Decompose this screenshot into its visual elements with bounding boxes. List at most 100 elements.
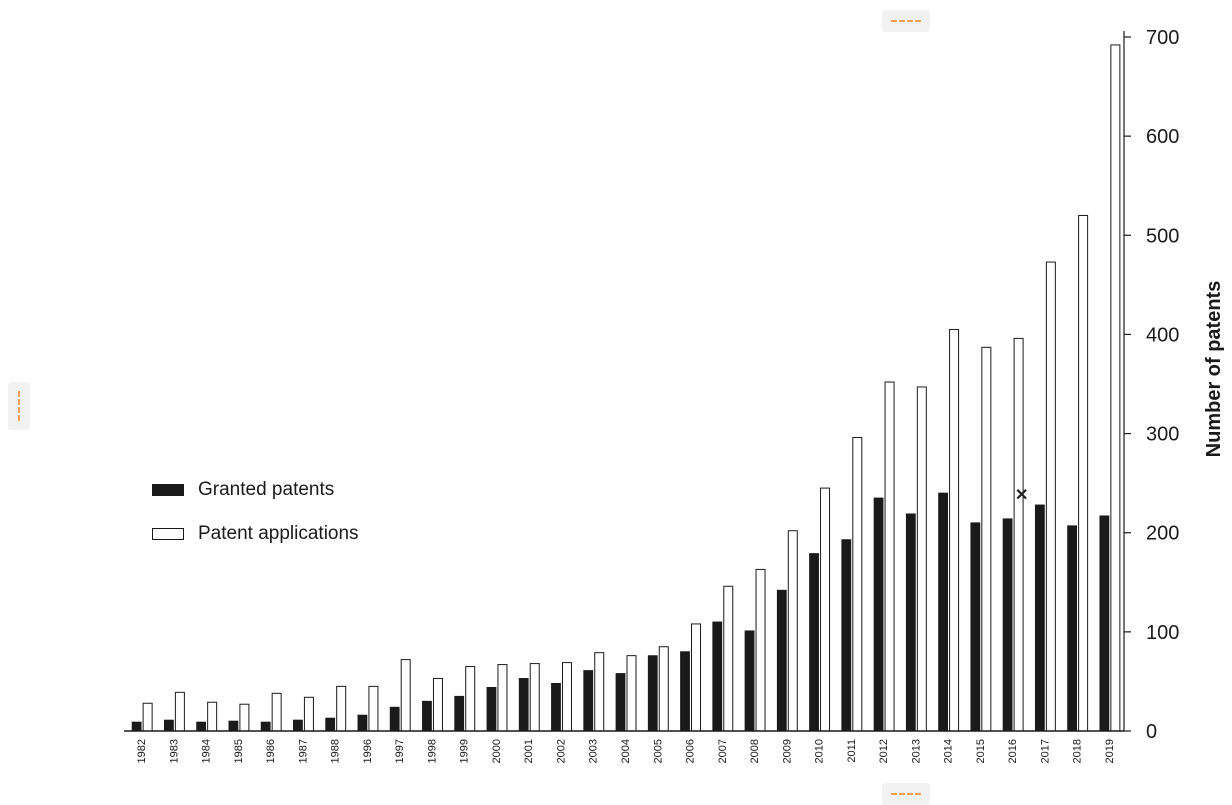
x-tick-label: 2014	[943, 739, 955, 763]
bars-group	[131, 44, 1121, 732]
bar-granted-2001	[518, 678, 529, 732]
x-tick-label: 2012	[878, 739, 890, 763]
x-tick-label: 2001	[523, 739, 535, 763]
bar-granted-2017	[1034, 504, 1045, 732]
x-tick-label: 1998	[426, 739, 438, 763]
x-tick-label: 2018	[1072, 739, 1084, 763]
y-tick-label: 400	[1146, 324, 1179, 346]
x-tick-label: 1996	[362, 739, 374, 763]
bar-granted-2009	[776, 589, 787, 732]
bar-granted-2008	[744, 630, 755, 732]
bar-applications-2006	[691, 623, 702, 732]
y-tick-label: 300	[1146, 424, 1179, 446]
y-tick-label: 100	[1146, 622, 1179, 644]
bar-applications-2008	[755, 568, 766, 732]
bar-applications-1983	[174, 691, 185, 732]
bar-applications-2001	[529, 663, 540, 732]
x-tick-label: 2006	[685, 739, 697, 763]
legend: Granted patents Patent applications	[152, 468, 359, 556]
legend-swatch-granted	[152, 484, 184, 496]
x-tick-label: 1997	[394, 739, 406, 763]
x-tick-label: 2013	[910, 739, 922, 763]
bar-applications-1985	[239, 703, 250, 732]
bar-granted-2014	[938, 492, 948, 732]
bar-granted-1999	[454, 695, 465, 732]
bar-granted-1987	[293, 719, 303, 732]
y-tick-label: 500	[1146, 225, 1179, 247]
bar-granted-2000	[486, 686, 497, 732]
x-tick-label: 1986	[265, 739, 277, 763]
bar-granted-1985	[228, 720, 239, 732]
bar-granted-2019	[1099, 515, 1110, 732]
bar-applications-2012	[884, 381, 895, 732]
resize-handle-top[interactable]	[882, 10, 930, 32]
bar-granted-2013	[905, 513, 916, 732]
x-tick-label: 1983	[168, 739, 180, 763]
x-tick-label: 2010	[814, 739, 826, 763]
bar-applications-2009	[787, 530, 798, 732]
bar-granted-2006	[680, 651, 690, 732]
x-tick-label: 2008	[749, 739, 761, 763]
bar-applications-2015	[981, 346, 992, 732]
bar-applications-2002	[561, 662, 572, 732]
bar-granted-2012	[873, 497, 884, 732]
bar-applications-2011	[852, 437, 863, 732]
bar-granted-2018	[1067, 525, 1078, 732]
resize-handle-left[interactable]	[8, 382, 30, 430]
bar-granted-2015	[970, 522, 981, 732]
bar-granted-1982	[131, 721, 142, 732]
bar-applications-2019	[1110, 44, 1121, 732]
x-tick-label: 2002	[555, 739, 567, 763]
y-tick-label: 200	[1146, 523, 1179, 545]
bar-granted-1996	[357, 714, 368, 732]
x-tick-label: 2015	[975, 739, 987, 763]
bar-applications-2004	[626, 655, 637, 732]
bar-applications-2014	[949, 328, 960, 732]
bar-applications-2007	[723, 585, 734, 732]
y-tick-label: 0	[1146, 721, 1157, 743]
bar-applications-2005	[658, 646, 669, 732]
bar-granted-2016	[1002, 518, 1013, 732]
bar-granted-2010	[809, 553, 819, 732]
bar-granted-2004	[615, 673, 626, 732]
x-tick-label: 2004	[620, 739, 632, 763]
bar-applications-1996	[368, 685, 379, 732]
cursor-crosshair-icon: ✕	[1015, 487, 1029, 504]
bar-granted-2005	[647, 655, 658, 732]
bar-applications-2000	[497, 664, 508, 732]
x-tick-label: 1999	[459, 739, 471, 763]
x-axis: 1982 1983 1984 1985 1986 1987 1988 1996 1997 1998…	[124, 730, 1124, 763]
bar-applications-2017	[1045, 261, 1056, 732]
bar-applications-2003	[594, 652, 605, 732]
legend-item-applications: Patent applications	[152, 512, 359, 556]
handle-dash-icon	[891, 793, 921, 795]
bar-granted-1983	[163, 719, 174, 732]
bar-granted-2002	[551, 683, 561, 732]
bar-granted-1988	[325, 717, 336, 732]
x-tick-label: 2000	[491, 739, 503, 763]
legend-swatch-applications	[152, 528, 184, 540]
legend-item-granted: Granted patents	[152, 468, 359, 512]
bar-granted-2011	[841, 539, 852, 732]
handle-dash-icon	[18, 391, 20, 421]
bar-applications-2010	[820, 487, 831, 732]
x-tick-label: 1987	[297, 739, 309, 763]
x-tick-label: 2019	[1104, 739, 1116, 763]
bar-applications-1984	[207, 701, 218, 732]
resize-handle-bottom[interactable]	[882, 783, 930, 805]
legend-label-applications: Patent applications	[198, 523, 359, 544]
x-tick-label: 2003	[588, 739, 600, 763]
x-tick-label: 2007	[717, 739, 729, 763]
x-tick-label: 1988	[330, 739, 342, 763]
handle-dash-icon	[891, 20, 921, 22]
x-tick-label: 1985	[233, 739, 245, 763]
bar-applications-2018	[1078, 214, 1089, 732]
x-tick-label: 2016	[1007, 739, 1019, 763]
y-tick-label: 700	[1146, 27, 1179, 49]
bar-applications-2013	[916, 386, 927, 732]
x-tick-label: 2009	[781, 739, 793, 763]
bar-granted-2007	[712, 621, 723, 732]
bar-granted-1997	[389, 706, 400, 732]
x-tick-label: 2017	[1039, 739, 1051, 763]
